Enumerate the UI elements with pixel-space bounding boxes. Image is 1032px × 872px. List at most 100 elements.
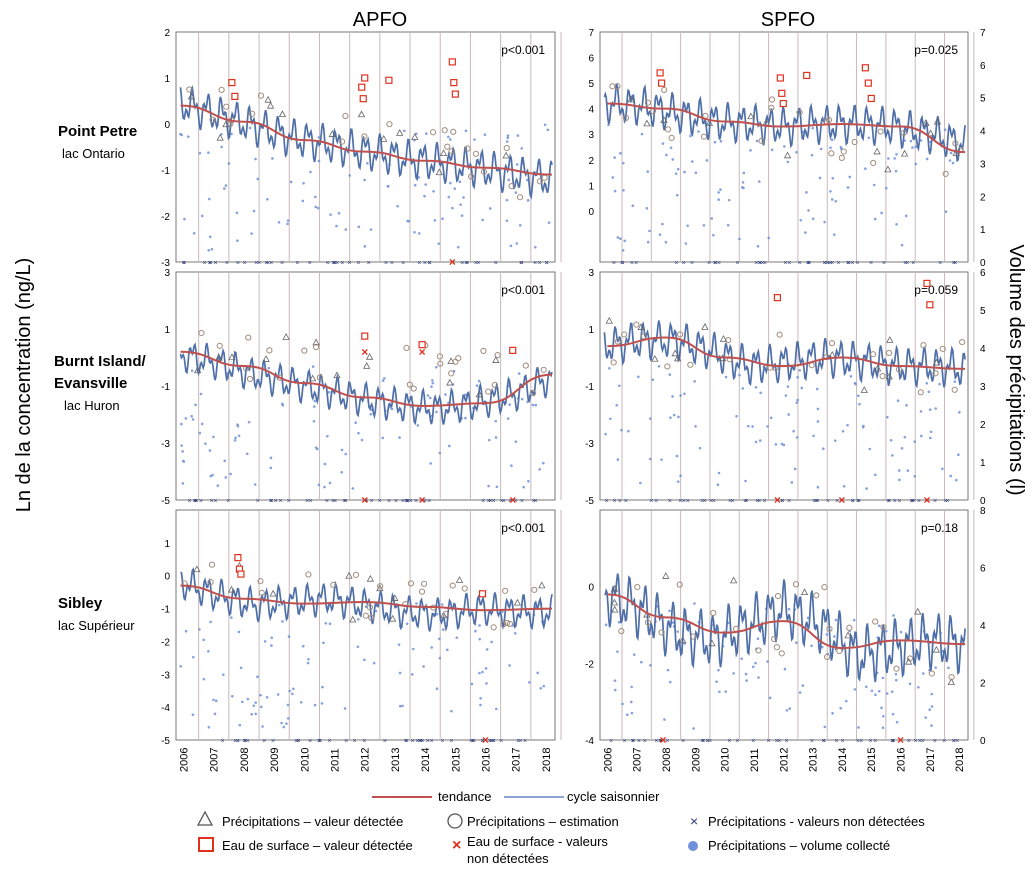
nondetect-mark: × [246, 738, 250, 745]
nondetect-mark: × [401, 498, 405, 505]
nondetect-mark: × [480, 738, 484, 745]
surface-detected-marker [359, 95, 367, 103]
volume-dot [323, 485, 326, 489]
volume-dot [224, 476, 228, 479]
nondetect-mark: × [333, 498, 337, 505]
volume-dot [407, 219, 411, 223]
nondetect-mark: × [242, 738, 246, 745]
volume-dot [619, 152, 622, 155]
volume-dot [539, 686, 543, 690]
volume-dot [487, 438, 491, 442]
surface-detected-marker [923, 279, 931, 287]
x-tick-label: 2016 [481, 748, 493, 772]
precip-detected-marker [610, 598, 619, 606]
nondetect-mark: × [318, 738, 322, 745]
volume-dot [744, 672, 748, 676]
volume-dot [818, 176, 822, 180]
precip-estimate-marker [614, 338, 621, 345]
volume-dot [858, 402, 861, 406]
volume-dot [536, 671, 539, 675]
nondetect-mark: × [658, 738, 662, 745]
volume-dot [246, 697, 250, 701]
precip-estimate-marker [485, 388, 492, 395]
volume-dot [543, 123, 547, 127]
volume-dot [438, 656, 442, 660]
volume-dot [533, 246, 537, 249]
nondetect-mark: × [754, 260, 758, 267]
volume-dot [437, 242, 441, 245]
nondetect-mark: × [850, 498, 854, 505]
y-tick-label: 3 [164, 268, 170, 279]
volume-dot [672, 413, 676, 417]
precip-detected-marker [952, 149, 960, 156]
precip-detected-marker [679, 636, 687, 644]
volume-dot [615, 403, 619, 407]
precip-detected-marker [800, 588, 809, 596]
precip-estimate-marker [846, 624, 853, 631]
nondetect-mark: × [404, 498, 408, 505]
nondetect-mark: × [618, 498, 622, 505]
precip-detected-marker [193, 366, 202, 374]
volume-dot [755, 139, 759, 143]
column-title-apfo: APFO [353, 9, 407, 31]
y-tick-label: 4 [588, 105, 594, 116]
precip-detected-marker [309, 374, 317, 382]
precip-estimate-marker [386, 121, 393, 128]
volume-dot [694, 171, 698, 175]
nondetect-mark: × [631, 738, 635, 745]
legend-precip-estimate-label: Précipitations – estimation [467, 814, 619, 829]
volume-dot [620, 428, 623, 432]
precip-detected-marker [435, 168, 443, 176]
y2-tick-label: 2 [980, 420, 986, 431]
precip-estimate-marker [870, 159, 877, 167]
precip-estimate-marker [368, 614, 375, 622]
nondetect-mark: × [840, 738, 844, 745]
volume-dot [415, 602, 418, 605]
precip-estimate-marker [406, 381, 413, 388]
volume-dot [784, 394, 788, 397]
precip-estimate-marker [821, 584, 828, 591]
volume-dot [179, 665, 182, 668]
volume-dot [738, 373, 741, 377]
precip-detected-marker [439, 611, 448, 619]
precip-estimate-marker [710, 609, 717, 617]
volume-dot [235, 211, 239, 215]
nondetect-mark: × [420, 738, 424, 745]
volume-dot [182, 460, 186, 463]
volume-dot [288, 689, 291, 693]
volume-dot [191, 418, 195, 421]
nondetect-mark: × [481, 498, 485, 505]
volume-dot [462, 196, 465, 199]
nondetect-mark: × [873, 738, 877, 745]
volume-dot [191, 655, 195, 659]
volume-dot [441, 628, 445, 631]
volume-dot [944, 210, 948, 214]
volume-dot [839, 145, 843, 149]
volume-dot [868, 447, 872, 451]
volume-dot [528, 681, 531, 684]
volume-dot [738, 237, 741, 241]
volume-dot [234, 436, 237, 440]
nondetect-mark: × [897, 498, 901, 505]
volume-dot [894, 672, 898, 676]
volume-dot [506, 417, 510, 420]
nondetect-mark: × [708, 738, 712, 745]
volume-dot [783, 667, 787, 671]
volume-dot [210, 247, 214, 251]
volume-dot [438, 451, 442, 455]
precip-estimate-marker [536, 178, 543, 185]
precip-estimate-marker [758, 137, 765, 144]
volume-dot [340, 448, 344, 452]
volume-dot [823, 220, 826, 224]
legend-estimate-icon [447, 813, 463, 829]
volume-dot [780, 442, 784, 446]
precip-detected-marker [269, 589, 277, 597]
volume-dot [479, 703, 482, 707]
precip-estimate-marker [838, 154, 845, 161]
volume-dot [455, 636, 459, 639]
nondetect-mark: × [364, 498, 368, 505]
nondetect-mark: × [370, 498, 374, 505]
y2-tick-label: 6 [980, 564, 986, 575]
x-tick-label: 2015 [450, 748, 462, 772]
volume-dot [930, 705, 934, 708]
